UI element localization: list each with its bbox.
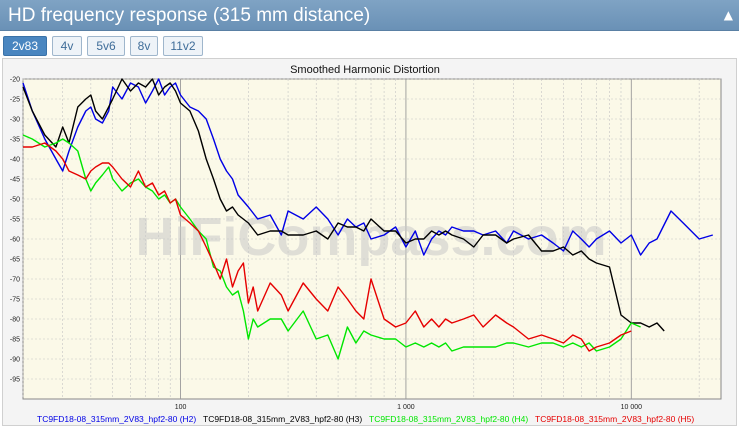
minor-gridlines	[22, 78, 721, 399]
hd-chart: Smoothed Harmonic Distortion HiFiCompass…	[10, 64, 722, 424]
watermark: HiFiCompass.com	[135, 207, 606, 267]
y-tick-label: -75	[10, 297, 20, 304]
y-tick-label: -85	[10, 337, 20, 344]
y-tick-label: -95	[10, 377, 20, 384]
series-line-h3	[22, 78, 665, 332]
legend-entry-h3: TC9FD18-08_315mm_2V83_hpf2-80 (H3)	[203, 414, 362, 424]
y-tick-label: -60	[10, 237, 20, 244]
y-tick-label: -70	[10, 277, 20, 284]
y-tick-label: -65	[10, 257, 20, 264]
x-tick-label: 100	[175, 404, 187, 411]
legend-entry-h4: TC9FD18-08_315mm_2V83_hpf2-80 (H4)	[369, 414, 528, 424]
tab-5v6[interactable]: 5v6	[87, 36, 125, 56]
legend-entry-h5: TC9FD18-08_315mm_2V83_hpf2-80 (H5)	[535, 414, 694, 424]
y-tick-label: -25	[10, 97, 20, 104]
y-tick-label: -80	[10, 317, 20, 324]
x-tick-label: 10 000	[621, 404, 643, 411]
major-gridlines	[180, 79, 632, 399]
y-tick-label: -50	[10, 197, 20, 204]
caret-up-icon[interactable]: ▲	[723, 8, 733, 22]
tab-8v[interactable]: 8v	[130, 36, 158, 56]
series-line-h2	[22, 78, 713, 256]
y-tick-label: -30	[10, 117, 20, 124]
tab-11v2[interactable]: 11v2	[163, 36, 203, 56]
tab-2v83[interactable]: 2v83	[3, 36, 47, 56]
x-tick-label: 1 000	[397, 404, 415, 411]
chart-title: Smoothed Harmonic Distortion	[290, 64, 440, 76]
x-axis-ticks: 100 1 000 10 000	[175, 404, 642, 411]
y-axis-ticks: -20 -25 -30 -35 -40 -45 -50 -55 -60 -65 -70 -75 -80 -…	[10, 77, 20, 384]
y-tick-label: -55	[10, 217, 20, 224]
panel-header[interactable]: HD frequency response (315 mm distance) …	[0, 0, 739, 31]
panel-title: HD frequency response (315 mm distance)	[8, 5, 371, 26]
y-tick-label: -45	[10, 177, 20, 184]
series-line-h5	[23, 142, 632, 352]
tab-4v[interactable]: 4v	[52, 36, 82, 56]
legend-entry-h2: TC9FD18-08_315mm_2V83_hpf2-80 (H2)	[37, 414, 196, 424]
y-tick-label: -40	[10, 157, 20, 164]
y-tick-label: -90	[10, 357, 20, 364]
series-lines	[22, 78, 713, 360]
chart-panel: Smoothed Harmonic Distortion HiFiCompass…	[2, 58, 737, 426]
y-tick-label: -20	[10, 77, 20, 84]
legend: TC9FD18-08_315mm_2V83_hpf2-80 (H2) TC9FD1…	[37, 414, 694, 424]
series-line-h4	[22, 134, 641, 360]
y-tick-label: -35	[10, 137, 20, 144]
